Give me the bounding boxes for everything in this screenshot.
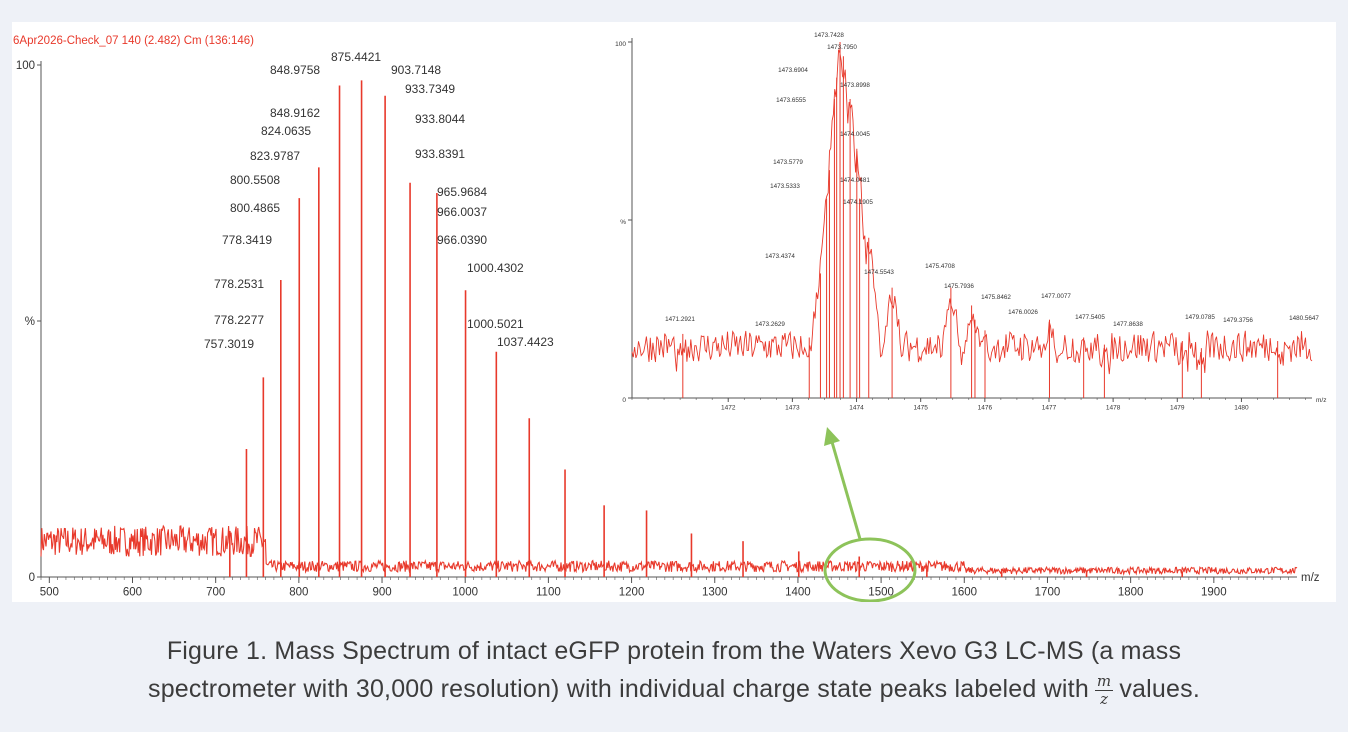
x-axis-label: m/z bbox=[1316, 397, 1326, 404]
peak-label: 1476.0026 bbox=[1008, 309, 1038, 316]
peak-label: 1473.7428 bbox=[814, 32, 844, 39]
mz-fraction-denominator: z bbox=[1100, 689, 1109, 708]
peak-label: 1479.3756 bbox=[1223, 317, 1253, 324]
peak-label: 824.0635 bbox=[261, 124, 311, 138]
peak-label: 933.7349 bbox=[405, 82, 455, 96]
mz-fraction-numerator: m bbox=[1094, 671, 1114, 691]
x-tick-label: 1472 bbox=[721, 405, 736, 412]
caption-line-1: Figure 1. Mass Spectrum of intact eGFP p… bbox=[166, 637, 1182, 665]
y-tick-label: % bbox=[25, 316, 35, 328]
x-tick-label: 1700 bbox=[1035, 587, 1061, 599]
x-tick-label: 1900 bbox=[1201, 587, 1227, 599]
peak-label: 1474.5543 bbox=[864, 269, 894, 276]
peak-label: 933.8391 bbox=[415, 147, 465, 161]
caption-line-2-text: spectrometer with 30,000 resolution) wit… bbox=[148, 675, 1089, 703]
peak-label: 757.3019 bbox=[204, 337, 254, 351]
x-tick-label: 1476 bbox=[978, 405, 993, 412]
x-tick-label: 1475 bbox=[913, 405, 928, 412]
peak-label: 800.5508 bbox=[230, 173, 280, 187]
peak-label: 1473.5779 bbox=[773, 159, 803, 166]
peak-label: 1473.6904 bbox=[778, 67, 808, 74]
figure-panel: 6Apr2026-Check_07 140 (2.482) Cm (136:14… bbox=[12, 22, 1336, 602]
x-tick-label: 900 bbox=[372, 587, 391, 599]
peak-label: 1474.0045 bbox=[840, 131, 870, 138]
highlight-circle bbox=[823, 537, 917, 602]
y-tick-label: 100 bbox=[615, 41, 626, 48]
main-spectrum: 0% 100 500 600 700 800 900 1000 1100 1200 1300 1400… bbox=[16, 50, 1320, 599]
peak-label: 875.4421 bbox=[331, 50, 381, 64]
peak-label: 1474.1905 bbox=[843, 199, 873, 206]
zoom-annotation bbox=[823, 427, 917, 602]
peak-label: 1473.8998 bbox=[840, 82, 870, 89]
noise-trace bbox=[40, 524, 1298, 577]
y-tick-label: 100 bbox=[16, 60, 35, 72]
x-tick-label: 1480 bbox=[1234, 405, 1249, 412]
x-tick-label: 1400 bbox=[785, 587, 811, 599]
peak-label: 1473.7950 bbox=[827, 44, 857, 51]
inset-background bbox=[613, 32, 1335, 414]
x-tick-label: 1477 bbox=[1042, 405, 1057, 412]
peak-label: 1477.0077 bbox=[1041, 293, 1071, 300]
x-tick-label: 1000 bbox=[452, 587, 478, 599]
x-tick-label: 1473 bbox=[785, 405, 800, 412]
zoom-arrow-head bbox=[824, 427, 840, 446]
x-tick-label: 500 bbox=[40, 587, 59, 599]
peak-label: 1471.2921 bbox=[665, 316, 695, 323]
peak-label: 800.4865 bbox=[230, 201, 280, 215]
peak-label: 1473.4374 bbox=[765, 253, 795, 260]
x-axis-label: m/z bbox=[1301, 572, 1320, 584]
peak-label: 778.2277 bbox=[214, 313, 264, 327]
zoom-arrow-shaft bbox=[830, 441, 862, 540]
peak-label: 1475.8462 bbox=[981, 294, 1011, 301]
x-tick-label: 1200 bbox=[619, 587, 645, 599]
caption-line-2-end: values. bbox=[1119, 675, 1200, 703]
peak-label: 966.0037 bbox=[437, 205, 487, 219]
peak-label: 1479.0785 bbox=[1185, 314, 1215, 321]
x-tick-label: 1300 bbox=[702, 587, 728, 599]
x-tick-label: 1474 bbox=[849, 405, 864, 412]
peak-label: 1473.6555 bbox=[776, 97, 806, 104]
peak-label: 848.9162 bbox=[270, 106, 320, 120]
peak-label: 1477.5405 bbox=[1075, 314, 1105, 321]
x-tick-label: 1478 bbox=[1106, 405, 1121, 412]
y-tick-label: 0 bbox=[29, 572, 35, 584]
peak-label: 933.8044 bbox=[415, 112, 465, 126]
x-tick-label: 700 bbox=[206, 587, 225, 599]
figure-caption: Figure 1. Mass Spectrum of intact eGFP p… bbox=[0, 632, 1348, 708]
y-tick-label: 0 bbox=[622, 397, 626, 404]
y-tick-label: % bbox=[620, 219, 626, 226]
spectrum-figure: 6Apr2026-Check_07 140 (2.482) Cm (136:14… bbox=[13, 32, 1335, 602]
peak-label: 1473.2629 bbox=[755, 321, 785, 328]
peak-label: 778.3419 bbox=[222, 233, 272, 247]
spectrum-header-label: 6Apr2026-Check_07 140 (2.482) Cm (136:14… bbox=[13, 35, 254, 47]
peak-label: 965.9684 bbox=[437, 185, 487, 199]
peak-label: 1000.4302 bbox=[467, 261, 524, 275]
x-tick-label: 1600 bbox=[951, 587, 977, 599]
x-tick-label: 600 bbox=[123, 587, 142, 599]
peak-label: 848.9758 bbox=[270, 63, 320, 77]
peak-label: 1474.0481 bbox=[840, 177, 870, 184]
peak-label: 1473.5333 bbox=[770, 183, 800, 190]
x-tick-label: 800 bbox=[289, 587, 308, 599]
peak-label: 1037.4423 bbox=[497, 335, 554, 349]
caption-line-2: spectrometer with 30,000 resolution) wit… bbox=[0, 670, 1348, 708]
x-tick-label: 1800 bbox=[1118, 587, 1144, 599]
peak-label: 778.2531 bbox=[214, 277, 264, 291]
x-tick-label: 1500 bbox=[868, 587, 894, 599]
peak-label: 1477.8638 bbox=[1113, 321, 1143, 328]
peak-label: 1000.5021 bbox=[467, 317, 524, 331]
peak-label: 823.9787 bbox=[250, 149, 300, 163]
peak-label: 1475.7936 bbox=[944, 283, 974, 290]
peak-label: 903.7148 bbox=[391, 63, 441, 77]
peak-label: 1480.5647 bbox=[1289, 315, 1319, 322]
x-tick-label: 1100 bbox=[536, 587, 561, 599]
inset-spectrum: 0% 100 1472 1473 1474 1475 1476 1477 1478 1479 148… bbox=[613, 32, 1335, 414]
peak-label: 966.0390 bbox=[437, 233, 487, 247]
peak-label: 1475.4708 bbox=[925, 263, 955, 270]
x-tick-label: 1479 bbox=[1170, 405, 1185, 412]
